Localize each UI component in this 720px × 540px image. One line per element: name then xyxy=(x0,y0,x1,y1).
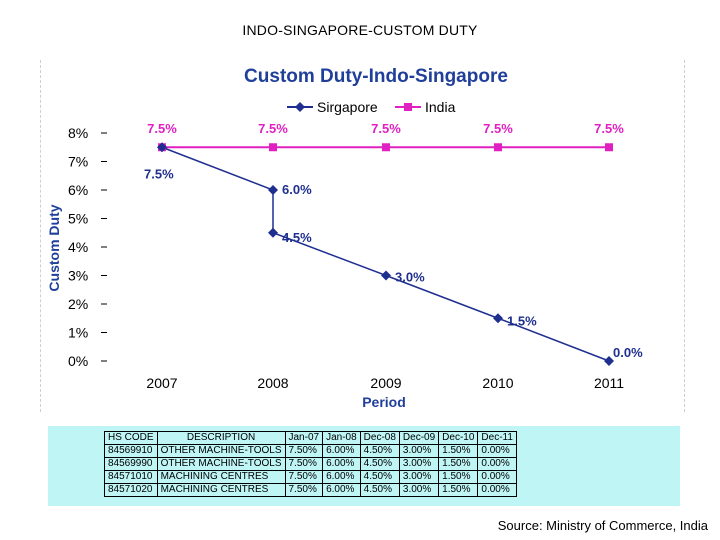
singapore-data-label: 3.0% xyxy=(395,270,425,285)
description-cell: OTHER MACHINE-TOOLS xyxy=(156,457,286,471)
y-tick-label: 5% xyxy=(68,211,88,227)
india-data-label: 7.5% xyxy=(258,121,288,136)
rate-cell: 4.50% xyxy=(359,483,400,497)
y-tick-label: 1% xyxy=(68,325,88,341)
legend-label-india: India xyxy=(425,99,456,115)
table-row: 84569990 OTHER MACHINE-TOOLS 7.50% 6.00%… xyxy=(104,457,517,471)
description-cell: OTHER MACHINE-TOOLS xyxy=(156,444,286,458)
hs-code-cell: 84569990 xyxy=(104,457,158,471)
y-tick-label: 6% xyxy=(68,182,88,198)
legend-label-singapore: Sirgapore xyxy=(317,99,378,115)
table-row: 84571020 MACHINING CENTRES 7.50% 6.00% 4… xyxy=(104,483,517,497)
rate-cell: 7.50% xyxy=(284,483,324,497)
singapore-point xyxy=(268,185,278,195)
x-tick-label: 2007 xyxy=(146,375,177,391)
rate-cell: 6.00% xyxy=(322,483,361,497)
rate-cell: 4.50% xyxy=(359,470,400,484)
table-header-row: HS CODE DESCRIPTION Jan-07 Jan-08 Dec-08… xyxy=(104,431,517,445)
rate-cell: 7.50% xyxy=(284,457,324,471)
hs-code-cell: 84571020 xyxy=(104,483,158,497)
rate-cell: 7.50% xyxy=(284,444,324,458)
table-row: 84569910 OTHER MACHINE-TOOLS 7.50% 6.00%… xyxy=(104,444,517,458)
rate-cell: 6.00% xyxy=(322,457,361,471)
rate-cell: 0.00% xyxy=(477,444,517,458)
legend-marker-singapore xyxy=(295,102,305,112)
rate-cell: 0.00% xyxy=(477,470,517,484)
singapore-data-label: 0.0% xyxy=(613,345,643,360)
col-header-dec10: Dec-10 xyxy=(438,431,479,445)
rate-cell: 6.00% xyxy=(322,444,361,458)
singapore-point xyxy=(493,313,503,324)
rate-cell: 7.50% xyxy=(284,470,324,484)
chart-title: Custom Duty-Indo-Singapore xyxy=(244,66,508,87)
chart-frame xyxy=(40,60,685,412)
table-row: 84571010 MACHINING CENTRES 7.50% 6.00% 4… xyxy=(104,470,517,484)
india-data-label: 7.5% xyxy=(371,121,401,136)
x-tick-label: 2009 xyxy=(370,375,401,391)
rate-cell: 3.00% xyxy=(398,444,440,458)
y-tick-label: 0% xyxy=(68,353,88,369)
rate-cell: 3.00% xyxy=(398,470,440,484)
rate-cell: 4.50% xyxy=(359,444,400,458)
source-note: Source: Ministry of Commerce, India xyxy=(497,518,708,533)
india-point xyxy=(605,143,613,152)
page-title: INDO-SINGAPORE-CUSTOM DUTY xyxy=(242,22,478,38)
x-tick-label: 2008 xyxy=(257,375,288,391)
rate-cell: 3.00% xyxy=(398,483,440,497)
x-axis-title: Period xyxy=(362,394,406,410)
singapore-data-label: 6.0% xyxy=(282,182,312,197)
description-cell: MACHINING CENTRES xyxy=(156,483,286,497)
india-point xyxy=(382,143,390,152)
series-line-singapore xyxy=(161,146,610,362)
india-data-label: 7.5% xyxy=(147,121,177,136)
col-header-jan07: Jan-07 xyxy=(284,431,324,445)
col-header-description: DESCRIPTION xyxy=(156,431,286,445)
col-header-jan08: Jan-08 xyxy=(322,431,361,445)
y-axis-title: Custom Duty xyxy=(46,204,62,291)
rate-cell: 1.50% xyxy=(438,483,479,497)
rate-cell: 1.50% xyxy=(438,444,479,458)
rate-cell: 1.50% xyxy=(438,470,479,484)
legend-marker-india xyxy=(404,103,412,111)
hs-code-cell: 84571010 xyxy=(104,470,158,484)
duty-table-panel: HS CODE DESCRIPTION Jan-07 Jan-08 Dec-08… xyxy=(48,426,680,506)
description-cell: MACHINING CENTRES xyxy=(156,470,286,484)
x-tick-label: 2011 xyxy=(594,375,624,391)
y-tick-label: 2% xyxy=(68,296,88,312)
rate-cell: 4.50% xyxy=(359,457,400,471)
col-header-dec08: Dec-08 xyxy=(359,431,400,445)
hs-code-cell: 84569910 xyxy=(104,444,158,458)
singapore-point xyxy=(381,270,391,281)
india-data-label: 7.5% xyxy=(483,121,513,136)
singapore-point xyxy=(268,227,278,238)
rate-cell: 3.00% xyxy=(398,457,440,471)
y-tick-label: 3% xyxy=(68,268,88,284)
x-tick-label: 2010 xyxy=(482,375,513,391)
rate-cell: 0.00% xyxy=(477,483,517,497)
col-header-hs-code: HS CODE xyxy=(104,431,158,445)
duty-table: HS CODE DESCRIPTION Jan-07 Jan-08 Dec-08… xyxy=(104,431,517,497)
y-tick-label: 7% xyxy=(68,154,88,170)
singapore-point xyxy=(604,356,614,366)
col-header-dec09: Dec-09 xyxy=(398,431,440,445)
singapore-point xyxy=(157,142,167,153)
custom-duty-chart: Custom Duty-Indo-Singapore Sirgapore India… xyxy=(46,66,643,410)
rate-cell: 6.00% xyxy=(322,470,361,484)
y-tick-label: 8% xyxy=(68,125,88,141)
y-tick-label: 4% xyxy=(68,239,88,255)
singapore-data-label: 4.5% xyxy=(282,230,312,245)
india-point xyxy=(269,143,277,152)
rate-cell: 0.00% xyxy=(477,457,517,471)
singapore-data-label: 7.5% xyxy=(144,166,174,181)
singapore-data-label: 1.5% xyxy=(507,313,537,328)
india-point xyxy=(494,143,502,152)
india-data-label: 7.5% xyxy=(594,121,624,136)
col-header-dec11: Dec-11 xyxy=(477,431,517,445)
rate-cell: 1.50% xyxy=(438,457,479,471)
